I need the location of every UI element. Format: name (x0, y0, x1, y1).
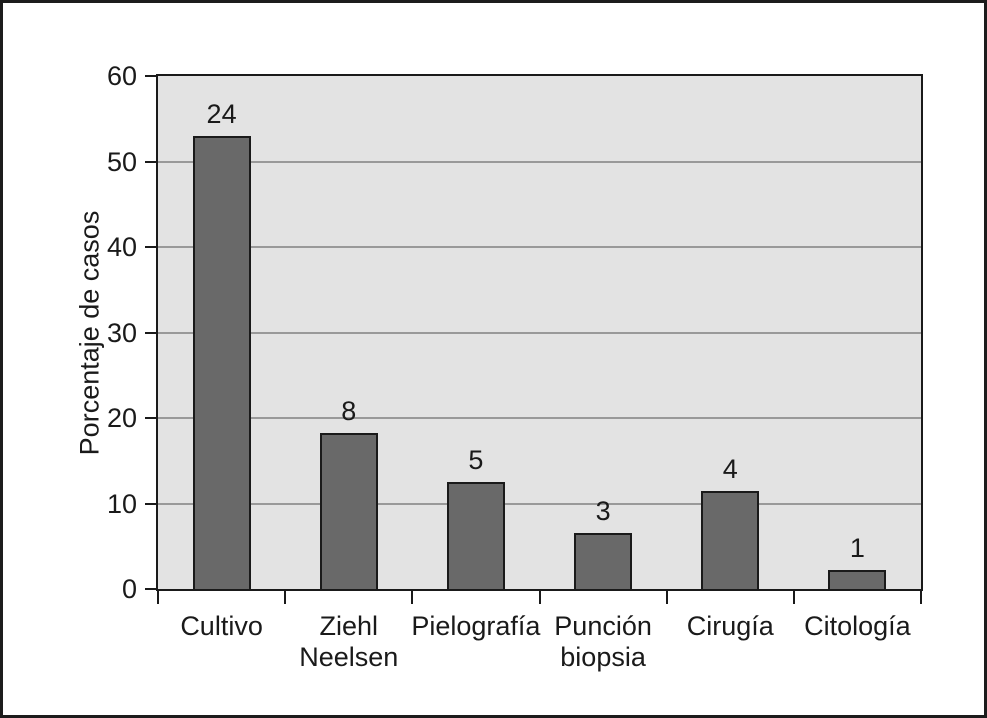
y-axis-tick (145, 75, 156, 77)
x-axis-tick (411, 591, 414, 604)
y-tick-label: 20 (106, 403, 137, 433)
x-category-label-line: Punción (554, 611, 652, 641)
y-axis-tick (145, 417, 156, 419)
gridline (158, 246, 921, 248)
x-category-label-line: Ziehl (319, 611, 379, 641)
gridline (158, 417, 921, 419)
x-category-label-line: biopsia (560, 642, 646, 672)
bar-value-label: 3 (595, 495, 611, 526)
x-category-label: Ziehl Neelsen (299, 611, 398, 673)
bar-cultivo (192, 135, 251, 589)
x-axis-tick (792, 591, 795, 604)
y-tick-label: 40 (106, 232, 137, 262)
x-axis-tick (157, 591, 159, 604)
x-axis-tick (538, 591, 541, 604)
bar-citología (828, 570, 887, 589)
bar-punción-biopsia (574, 532, 633, 589)
bar-chart: Porcentaje de casos 0 10 20 30 40 50 60 24 Culti… (3, 3, 984, 715)
bar-value-label: 5 (468, 445, 484, 476)
bar-value-label: 24 (206, 98, 237, 129)
y-axis-tick (145, 502, 156, 505)
gridline (158, 160, 921, 163)
x-category-label-line: Neelsen (299, 642, 399, 672)
x-axis-tick (284, 591, 287, 604)
y-axis-tick (145, 160, 156, 163)
y-tick-label: 60 (106, 61, 137, 91)
x-category-label: Cultivo (180, 611, 263, 642)
gridline (158, 502, 921, 505)
x-axis-tick (920, 591, 922, 604)
x-axis-tick (665, 591, 668, 604)
y-tick-label: 10 (106, 488, 137, 519)
bar-value-label: 4 (722, 453, 738, 484)
bar-value-label: 8 (341, 395, 357, 426)
x-category-label: Cirugía (687, 611, 774, 642)
y-tick-label: 50 (106, 146, 137, 177)
x-category-label: Citología (804, 611, 911, 642)
bar-cirugía (701, 490, 760, 589)
bar-ziehl-neelsen (319, 432, 378, 589)
y-tick-label: 30 (106, 317, 137, 348)
y-tick-label: 0 (121, 574, 137, 604)
bar-value-label: 1 (849, 533, 865, 564)
y-axis-tick (145, 331, 156, 334)
x-category-label: Pielografía (411, 611, 540, 642)
x-category-label-line: Cultivo (180, 611, 263, 641)
y-axis-tick (145, 588, 156, 590)
x-category-label-line: Citología (804, 611, 911, 641)
y-axis-tick (145, 246, 156, 248)
x-category-label-line: Pielografía (411, 611, 541, 641)
x-category-label-line: Cirugía (686, 611, 774, 641)
gridline (158, 331, 921, 334)
bar-pielografía (446, 482, 505, 589)
x-category-label: Punción biopsia (554, 611, 652, 673)
